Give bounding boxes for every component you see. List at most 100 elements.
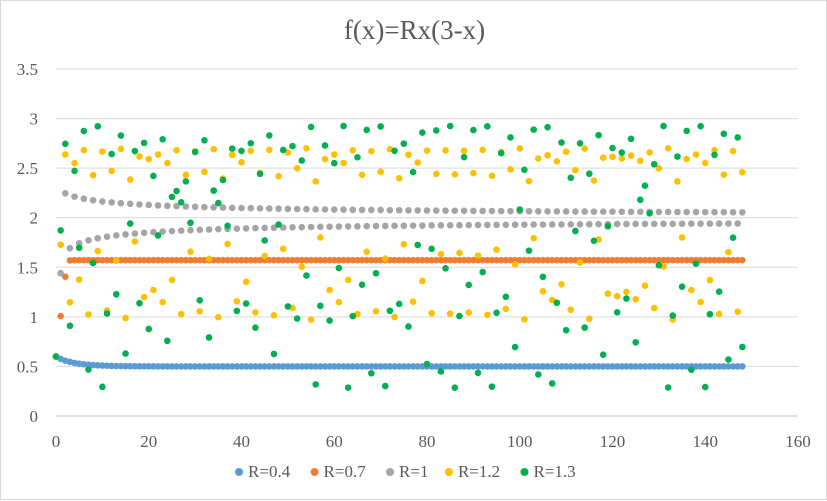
data-point	[247, 256, 255, 264]
legend-label: R=1.3	[533, 462, 575, 481]
data-point	[85, 311, 92, 318]
data-point	[465, 256, 473, 264]
data-point	[159, 136, 166, 143]
data-point	[80, 195, 88, 203]
data-point	[558, 363, 565, 370]
data-point	[572, 208, 579, 215]
data-point	[386, 307, 394, 315]
data-point	[103, 233, 111, 240]
data-point	[697, 122, 704, 130]
data-point	[562, 148, 570, 156]
data-point	[405, 151, 412, 159]
data-point	[432, 170, 440, 178]
data-point	[507, 134, 514, 141]
data-point	[261, 237, 268, 244]
data-point	[344, 384, 352, 392]
data-point	[61, 151, 69, 158]
data-point	[423, 147, 431, 154]
data-point	[586, 170, 593, 178]
legend-marker	[235, 468, 244, 476]
data-point	[372, 256, 380, 264]
data-point	[451, 256, 459, 264]
data-point	[326, 256, 333, 264]
data-point	[637, 256, 644, 264]
data-point	[674, 256, 681, 264]
data-point	[57, 227, 64, 234]
data-point	[627, 208, 635, 216]
legend-marker	[444, 468, 453, 476]
data-point	[75, 256, 83, 264]
data-point	[715, 310, 723, 318]
data-point	[219, 256, 227, 264]
data-point	[335, 223, 343, 230]
data-point	[395, 363, 403, 370]
data-point	[586, 256, 593, 264]
data-point	[405, 256, 412, 264]
data-point	[66, 244, 74, 252]
data-point	[595, 363, 602, 370]
data-point	[349, 206, 357, 214]
data-point	[136, 256, 143, 264]
data-point	[94, 362, 102, 369]
data-point	[734, 363, 742, 370]
data-point	[623, 220, 630, 228]
data-point	[368, 369, 375, 377]
data-point	[238, 147, 245, 155]
data-point	[442, 256, 449, 264]
data-point	[256, 205, 264, 212]
data-point	[307, 256, 315, 264]
data-point	[400, 140, 408, 147]
data-point	[326, 363, 333, 370]
data-point	[465, 281, 473, 289]
data-point	[516, 145, 524, 152]
data-point	[377, 168, 384, 176]
data-point	[266, 132, 273, 139]
data-point	[358, 256, 366, 264]
data-point	[465, 221, 473, 229]
data-point	[692, 260, 700, 267]
data-point	[581, 324, 588, 331]
data-point	[117, 145, 125, 153]
data-point	[136, 153, 143, 160]
data-point	[632, 296, 639, 303]
data-point	[729, 363, 737, 370]
data-point	[609, 363, 616, 370]
data-point	[409, 222, 417, 229]
data-point	[609, 153, 616, 161]
data-point	[493, 246, 500, 253]
data-point	[219, 176, 227, 184]
data-point	[242, 300, 250, 307]
data-point	[140, 139, 148, 147]
data-point	[173, 363, 180, 370]
data-point	[437, 222, 445, 229]
data-point	[739, 363, 746, 370]
data-point	[187, 226, 194, 234]
data-point	[126, 362, 134, 370]
data-point	[437, 250, 445, 258]
data-point	[711, 147, 718, 154]
data-point	[641, 220, 649, 228]
data-point	[544, 256, 551, 264]
data-point	[599, 208, 607, 215]
data-point	[548, 256, 556, 264]
data-point	[581, 145, 588, 152]
data-point	[530, 363, 537, 370]
data-point	[279, 363, 287, 370]
data-point	[599, 351, 607, 359]
data-point	[409, 168, 417, 176]
data-point	[678, 220, 686, 228]
data-point	[238, 158, 245, 166]
data-point	[335, 298, 343, 306]
data-point	[358, 171, 366, 179]
data-point	[618, 208, 626, 216]
data-point	[150, 256, 157, 264]
data-point	[261, 252, 268, 260]
data-point	[340, 363, 347, 370]
data-point	[632, 220, 639, 228]
data-point	[655, 208, 663, 216]
data-point	[173, 146, 180, 154]
data-point	[358, 206, 366, 214]
data-point	[187, 256, 194, 264]
data-point	[609, 208, 616, 216]
